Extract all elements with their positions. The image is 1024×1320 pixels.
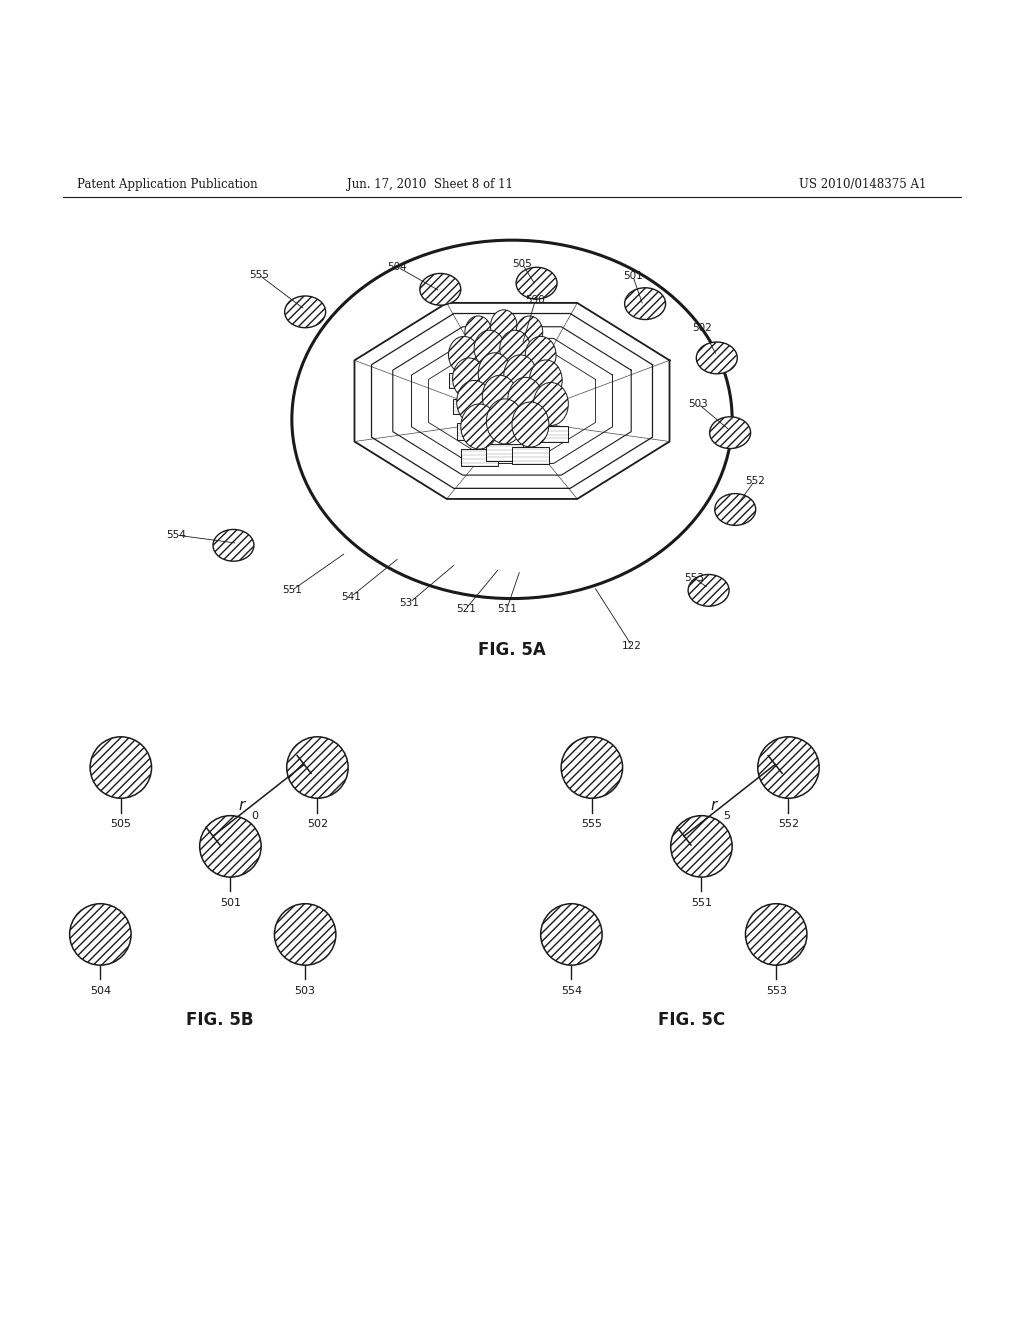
Text: 505: 505 [111,818,131,829]
Polygon shape [478,393,511,409]
Circle shape [541,904,602,965]
Polygon shape [512,447,549,465]
Polygon shape [525,374,556,388]
Circle shape [671,816,732,876]
Text: US 2010/0148375 A1: US 2010/0148375 A1 [799,178,926,191]
Text: 501: 501 [220,898,241,908]
Ellipse shape [490,310,517,343]
Text: 502: 502 [307,818,328,829]
Text: 553: 553 [684,573,705,583]
Text: 551: 551 [691,898,712,908]
Circle shape [274,904,336,965]
Text: 504: 504 [90,986,111,995]
Ellipse shape [534,383,568,425]
Text: 122: 122 [622,640,642,651]
Ellipse shape [461,404,498,449]
Ellipse shape [482,375,517,418]
Ellipse shape [525,337,556,374]
Text: 531: 531 [399,598,420,607]
Polygon shape [482,418,517,434]
Polygon shape [529,401,562,416]
Text: 505: 505 [512,259,532,269]
Text: r: r [711,797,717,813]
Circle shape [287,737,348,799]
Ellipse shape [453,358,485,399]
Text: 504: 504 [387,261,408,272]
Text: 554: 554 [561,986,582,995]
Text: Jun. 17, 2010  Sheet 8 of 11: Jun. 17, 2010 Sheet 8 of 11 [347,178,513,191]
Polygon shape [504,396,537,411]
Text: 553: 553 [766,986,786,995]
Text: 503: 503 [295,986,315,995]
Text: 555: 555 [582,818,602,829]
Text: 552: 552 [778,818,799,829]
Text: 511: 511 [497,603,517,614]
Text: 590: 590 [525,294,546,305]
Polygon shape [516,348,543,360]
Polygon shape [449,374,479,388]
Circle shape [561,737,623,799]
Circle shape [745,904,807,965]
Ellipse shape [500,330,530,367]
Polygon shape [490,343,517,355]
Ellipse shape [710,417,751,449]
Ellipse shape [508,378,543,420]
Text: 502: 502 [692,323,713,333]
Text: r: r [239,797,245,813]
Polygon shape [461,449,498,466]
Ellipse shape [625,288,666,319]
Text: 555: 555 [249,271,269,280]
Circle shape [90,737,152,799]
Polygon shape [453,399,485,414]
Ellipse shape [465,315,492,348]
Text: FIG. 5A: FIG. 5A [478,640,546,659]
Text: FIG. 5C: FIG. 5C [657,1011,725,1030]
Text: 554: 554 [166,531,186,540]
Polygon shape [474,367,505,381]
Text: 501: 501 [623,271,643,281]
Ellipse shape [478,352,511,393]
Circle shape [200,816,261,876]
Polygon shape [508,420,543,437]
Ellipse shape [688,574,729,606]
Circle shape [758,737,819,799]
Polygon shape [457,424,492,440]
Circle shape [70,904,131,965]
Text: Patent Application Publication: Patent Application Publication [77,178,257,191]
Ellipse shape [457,380,492,424]
Polygon shape [534,425,568,442]
Ellipse shape [213,529,254,561]
Text: 552: 552 [744,475,765,486]
Text: 541: 541 [341,591,361,602]
Polygon shape [486,444,523,462]
Text: 0: 0 [252,810,258,821]
Ellipse shape [516,315,543,348]
Text: 5: 5 [724,810,730,821]
Text: 551: 551 [282,585,302,595]
Polygon shape [500,367,530,381]
Ellipse shape [449,337,479,374]
Ellipse shape [715,494,756,525]
Ellipse shape [529,360,562,401]
Text: 521: 521 [456,603,476,614]
Ellipse shape [474,330,505,367]
Ellipse shape [285,296,326,327]
Ellipse shape [420,273,461,305]
Ellipse shape [504,355,537,396]
Text: FIG. 5B: FIG. 5B [186,1011,254,1030]
Ellipse shape [696,342,737,374]
Ellipse shape [486,399,523,444]
Ellipse shape [512,403,549,447]
Text: 503: 503 [688,399,709,409]
Polygon shape [465,348,492,360]
Ellipse shape [516,267,557,300]
